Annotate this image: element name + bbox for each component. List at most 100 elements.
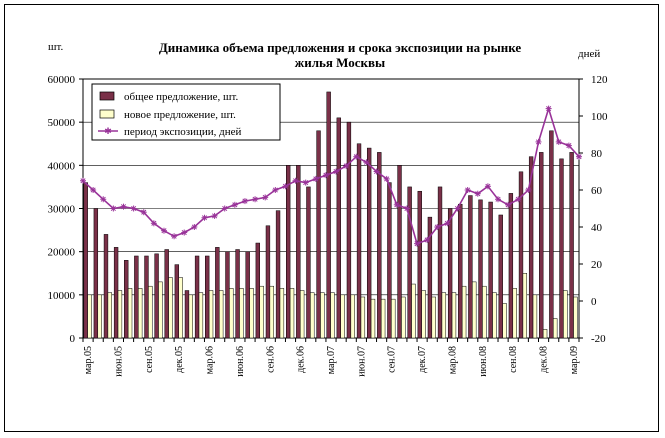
point-exposure <box>474 190 481 197</box>
point-exposure <box>282 183 289 190</box>
bars-layer <box>83 91 578 339</box>
bar-total <box>235 249 240 339</box>
bar-total <box>245 251 250 339</box>
bar-total <box>427 216 433 339</box>
point-exposure <box>201 214 208 221</box>
bar-total <box>296 165 301 339</box>
x-tick-label: дек.05 <box>174 346 185 373</box>
point-exposure <box>495 196 502 203</box>
x-tick-label: мар.05 <box>83 346 94 374</box>
point-exposure <box>555 138 562 145</box>
bar-new <box>542 329 548 339</box>
bar-total <box>306 186 311 339</box>
point-exposure <box>272 187 279 193</box>
bar-new <box>208 290 214 339</box>
point-exposure <box>565 142 572 149</box>
bar-total <box>316 130 321 339</box>
x-tick-label: дек.08 <box>539 346 550 373</box>
bar-new <box>148 285 153 339</box>
bar-new <box>370 298 376 339</box>
bar-new <box>563 290 568 339</box>
bar-new <box>320 292 325 339</box>
bar-total <box>93 208 99 339</box>
bar-new <box>310 292 315 339</box>
x-tick-label: июн.07 <box>356 346 367 377</box>
bar-total <box>83 182 88 339</box>
bar-new <box>512 288 517 339</box>
point-exposure <box>110 205 117 212</box>
point-exposure <box>312 175 319 182</box>
point-exposure <box>454 205 461 212</box>
bar-total <box>215 247 220 339</box>
point-exposure <box>525 187 532 193</box>
legend: общее предложение, шт. новое предложение… <box>91 83 281 141</box>
bar-new <box>269 285 274 339</box>
point-exposure <box>140 209 147 216</box>
point-exposure <box>424 236 431 243</box>
x-tick-label: июн.08 <box>478 346 489 377</box>
bar-new <box>218 290 224 339</box>
bar-new <box>289 288 295 339</box>
bar-total <box>326 91 331 339</box>
point-exposure <box>171 233 178 240</box>
point-exposure <box>343 162 350 169</box>
point-exposure <box>333 168 340 175</box>
bar-total <box>569 152 574 339</box>
bar-new <box>330 292 335 339</box>
bar-total <box>437 186 443 339</box>
point-exposure <box>120 203 127 210</box>
point-exposure <box>373 168 380 175</box>
bar-new <box>482 285 487 339</box>
bar-total <box>154 253 159 339</box>
bar-new <box>107 292 112 339</box>
point-exposure <box>191 224 198 230</box>
bar-total <box>346 121 352 339</box>
point-exposure <box>434 224 441 230</box>
bar-new <box>259 285 264 339</box>
bar-total <box>549 130 554 339</box>
point-exposure <box>535 138 542 145</box>
bar-total <box>336 117 341 339</box>
left-tick-label: 40000 <box>48 160 76 172</box>
bar-new <box>360 296 366 339</box>
bar-total <box>468 195 473 339</box>
x-tick-label: сен.05 <box>144 346 155 373</box>
bar-new <box>299 290 305 339</box>
point-exposure <box>515 196 522 203</box>
point-exposure <box>252 196 259 203</box>
line-layer <box>80 105 582 247</box>
bar-total <box>407 186 412 339</box>
point-exposure <box>262 194 269 201</box>
bar-new <box>188 294 193 339</box>
x-tick-label: сен.08 <box>508 346 519 373</box>
bar-total <box>397 165 402 339</box>
point-exposure <box>292 177 299 184</box>
left-tick-label: 60000 <box>48 74 76 86</box>
bar-new <box>380 298 386 339</box>
left-tick-label: 20000 <box>48 247 76 259</box>
bar-new <box>340 294 345 339</box>
point-exposure <box>100 196 107 203</box>
bar-total <box>488 201 493 339</box>
point-exposure <box>484 183 491 190</box>
bar-total <box>528 156 534 339</box>
point-exposure <box>90 187 97 193</box>
legend-swatch-total <box>99 91 115 101</box>
bar-new <box>138 288 143 339</box>
bar-total <box>265 225 271 339</box>
right-tick-label: 80 <box>591 148 603 160</box>
point-exposure <box>302 179 309 186</box>
point-exposure <box>211 212 218 219</box>
bar-new <box>461 285 467 339</box>
bar-new <box>178 277 183 339</box>
bar-new <box>97 294 102 339</box>
x-tick-label: июн.05 <box>113 346 124 377</box>
right-tick-label: 0 <box>591 296 597 308</box>
bar-new <box>350 294 355 339</box>
point-exposure <box>545 105 552 112</box>
point-exposure <box>363 159 370 166</box>
legend-marker-exposure: ✱ <box>104 127 112 137</box>
legend-label-total: общее предложение, шт. <box>124 91 238 103</box>
bar-new <box>198 292 204 339</box>
